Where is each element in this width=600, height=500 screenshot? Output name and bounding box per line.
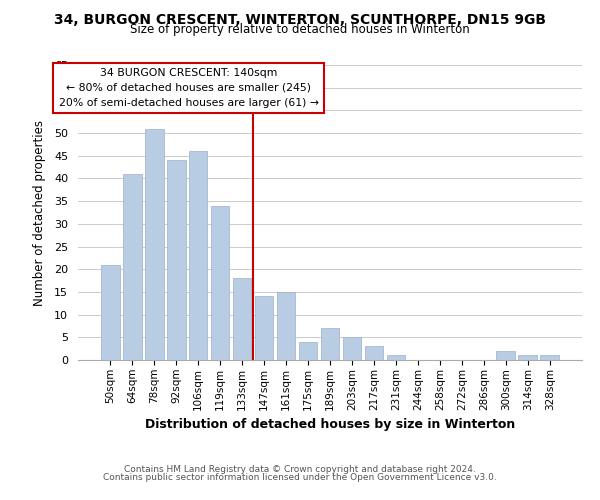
Bar [189,151,208,360]
Bar [299,342,317,360]
Bar [518,356,537,360]
Bar [123,174,142,360]
Bar [365,346,383,360]
Text: 34 BURGON CRESCENT: 140sqm
← 80% of detached houses are smaller (245)
20% of sem: 34 BURGON CRESCENT: 140sqm ← 80% of deta… [59,68,319,108]
Bar [233,278,251,360]
Bar [167,160,185,360]
Bar [386,356,405,360]
Text: Contains HM Land Registry data © Crown copyright and database right 2024.: Contains HM Land Registry data © Crown c… [124,465,476,474]
Bar [541,356,559,360]
Bar [255,296,274,360]
Text: 34, BURGON CRESCENT, WINTERTON, SCUNTHORPE, DN15 9GB: 34, BURGON CRESCENT, WINTERTON, SCUNTHOR… [54,12,546,26]
Bar [211,206,229,360]
Bar [145,128,164,360]
X-axis label: Distribution of detached houses by size in Winterton: Distribution of detached houses by size … [145,418,515,431]
Text: Size of property relative to detached houses in Winterton: Size of property relative to detached ho… [130,22,470,36]
Y-axis label: Number of detached properties: Number of detached properties [33,120,46,306]
Bar [277,292,295,360]
Bar [320,328,340,360]
Text: Contains public sector information licensed under the Open Government Licence v3: Contains public sector information licen… [103,474,497,482]
Bar [343,338,361,360]
Bar [101,264,119,360]
Bar [496,351,515,360]
